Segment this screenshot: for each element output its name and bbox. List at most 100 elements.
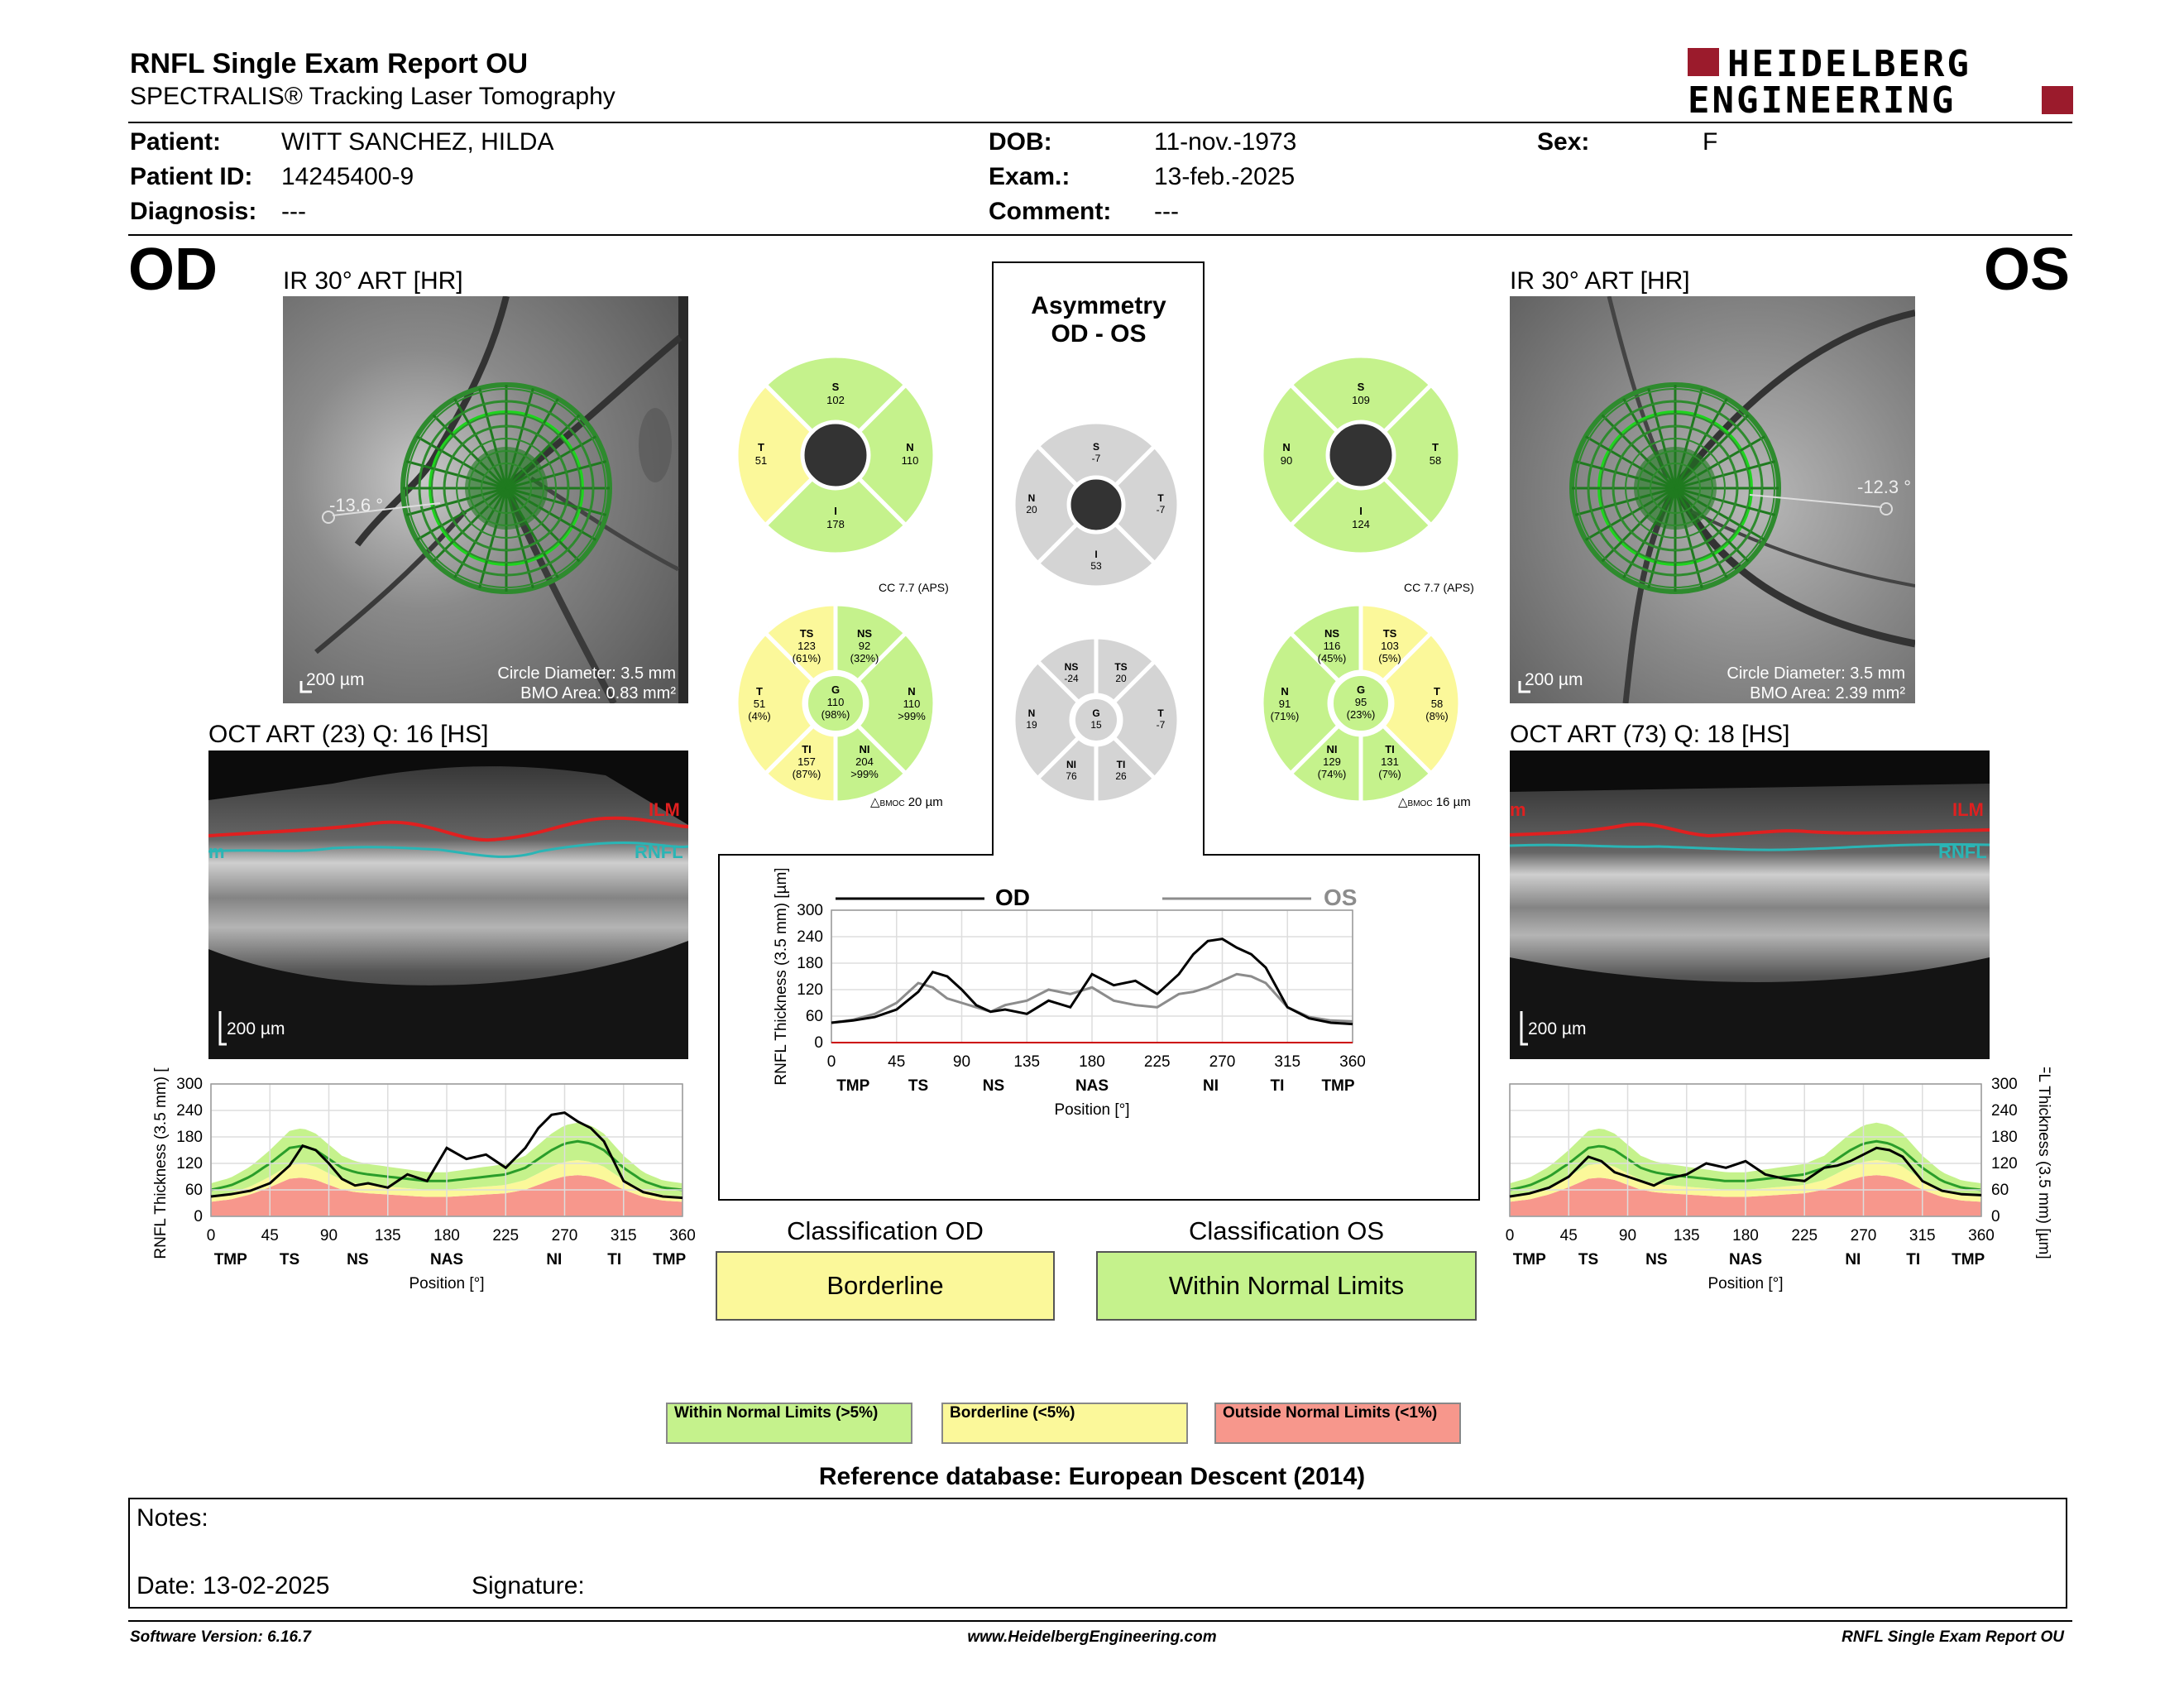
od-bmoc: △BMOC 20 µm <box>870 794 943 809</box>
scan-ring <box>481 463 532 514</box>
as4-i-value: 53 <box>1090 560 1102 572</box>
x-region-label: TMP <box>1321 1077 1354 1095</box>
x-tick-label: 90 <box>320 1227 338 1244</box>
od4-i-value: 178 <box>826 518 845 530</box>
legend-borderline: Borderline (<5%) <box>941 1403 1188 1444</box>
logo-mark-top <box>1688 48 1719 76</box>
scan-ring <box>1600 413 1751 563</box>
od6-ti-value: 157 <box>797 755 816 768</box>
x-tick-label: 315 <box>1909 1227 1936 1244</box>
os-bmo-area: BMO Area: 2.39 mm² <box>1750 684 1905 703</box>
os-eye-label: OS <box>1984 237 2071 303</box>
od-ir-scale: 200 µm <box>306 670 364 689</box>
od4-n-label: N <box>906 441 913 453</box>
os-oct-image: ILM RNFL m 200 µm <box>1509 750 1990 1059</box>
dob-value: 11-nov.-1973 <box>1154 128 1297 156</box>
scan-ring <box>1612 425 1738 551</box>
sector-right <box>1110 658 1181 782</box>
sector-left <box>734 381 816 529</box>
x-tick-label: 270 <box>552 1227 578 1244</box>
scan-ring <box>1625 438 1726 539</box>
logo-mark-bottom <box>2042 86 2073 114</box>
os6-ni-pct: (74%) <box>1318 768 1347 780</box>
os-ilm-label: ILM <box>1952 799 1984 820</box>
od-eye-label: OD <box>128 237 218 303</box>
x-tick-label: 90 <box>1619 1227 1636 1244</box>
diagnosis-value: --- <box>281 198 306 225</box>
od6-n-label: N <box>908 685 915 698</box>
os6-ni-value: 129 <box>1323 755 1341 768</box>
od-series-line <box>210 1111 683 1200</box>
software-version: Software Version: 6.16.7 <box>130 1628 311 1646</box>
diagnosis-label: Diagnosis: <box>130 198 257 225</box>
classification-os-title: Classification OS <box>1188 1216 1385 1245</box>
od4-t-label: T <box>758 441 764 453</box>
scan-ring <box>468 450 544 526</box>
report-subtitle: SPECTRALIS® Tracking Laser Tomography <box>130 83 615 110</box>
sector-bottom-left <box>762 722 838 805</box>
plot-frame <box>1509 1083 1982 1217</box>
od6-ti-label: TI <box>802 743 812 755</box>
od6-ts-value: 123 <box>797 640 816 652</box>
os6-ns-pct: (45%) <box>1318 652 1347 664</box>
od6-ns-value: 92 <box>859 640 870 652</box>
os-oct-scale: 200 µm <box>1528 1019 1586 1038</box>
x-tick-label: 270 <box>1209 1053 1236 1071</box>
x-region-label: TI <box>1906 1251 1920 1268</box>
os4-t-label: T <box>1432 441 1439 453</box>
os6-ti-value: 131 <box>1381 755 1399 768</box>
patient-id-label: Patient ID: <box>130 163 253 190</box>
report-title: RNFL Single Exam Report OU <box>130 48 529 79</box>
x-tick-label: 0 <box>827 1053 836 1071</box>
os6-g-pct: (23%) <box>1347 708 1376 721</box>
od6-ns-pct: (32%) <box>850 652 879 664</box>
x-tick-label: 225 <box>492 1227 519 1244</box>
reference-database: Reference database: European Descent (20… <box>818 1463 1366 1490</box>
comment-value: --- <box>1154 198 1179 225</box>
sector-top <box>1034 420 1158 489</box>
signature-label: Signature: <box>472 1572 585 1599</box>
od6-ns-label: NS <box>857 627 872 640</box>
od-oct-title: OCT ART (23) Q: 16 [HS] <box>208 721 489 748</box>
x-tick-label: 0 <box>207 1227 216 1244</box>
x-region-label: TMP <box>1513 1251 1546 1268</box>
od6-t-pct: (4%) <box>748 710 770 722</box>
exam-label: Exam.: <box>989 163 1070 190</box>
sector-left <box>1011 443 1080 567</box>
od6-ni-label: NI <box>860 743 870 755</box>
od-os-comparison-chart: 0 60 120 180 240 300 0 45 90 135 180 225 270 315 360 TM… <box>773 869 1366 1119</box>
x-axis-label: Position [°] <box>409 1275 484 1292</box>
x-region-label: NS <box>983 1077 1004 1095</box>
os6-ts-label: TS <box>1383 627 1397 640</box>
x-region-label: TS <box>908 1077 928 1095</box>
x-tick-label: 135 <box>1013 1053 1040 1071</box>
x-tick-label: 0 <box>1506 1227 1515 1244</box>
y-tick-label: 300 <box>176 1076 203 1093</box>
x-axis-label: Position [°] <box>1707 1275 1783 1292</box>
sector-global <box>1072 696 1120 744</box>
sector-left <box>1259 381 1341 529</box>
od-rnfl-left-label: m <box>208 842 225 862</box>
os-bmoc-sub: BMOC <box>1407 799 1433 808</box>
x-tick-label: 45 <box>261 1227 279 1244</box>
sector-top-left <box>762 602 838 684</box>
os-fundus-image: -12.3 ° 200 µm Circle Diameter: 3.5 mm B… <box>1510 295 1916 704</box>
os6-ti-pct: (7%) <box>1378 768 1401 780</box>
y-tick-label: 180 <box>797 955 823 972</box>
od-4sector-chart: S 102 T 51 N 110 I 178 <box>734 353 937 557</box>
os6-ti-label: TI <box>1385 743 1395 755</box>
x-tick-label: 315 <box>1274 1053 1300 1071</box>
y-tick-label: 0 <box>194 1208 203 1225</box>
notes-label: Notes: <box>136 1504 208 1532</box>
x-region-label: TMP <box>653 1251 686 1268</box>
plot-frame <box>210 1083 683 1217</box>
os6-t-pct: (8%) <box>1425 710 1448 722</box>
sex-value: F <box>1703 128 1718 156</box>
sector-bottom <box>1034 520 1158 590</box>
patient-name: WITT SANCHEZ, HILDA <box>281 128 554 156</box>
sector-right <box>1112 443 1181 567</box>
sector-bottom-left <box>1287 722 1363 805</box>
legend-wnl: Within Normal Limits (>5%) <box>666 1403 912 1444</box>
dob-label: DOB: <box>989 128 1052 156</box>
footer-report-name: RNFL Single Exam Report OU <box>1842 1628 2064 1646</box>
